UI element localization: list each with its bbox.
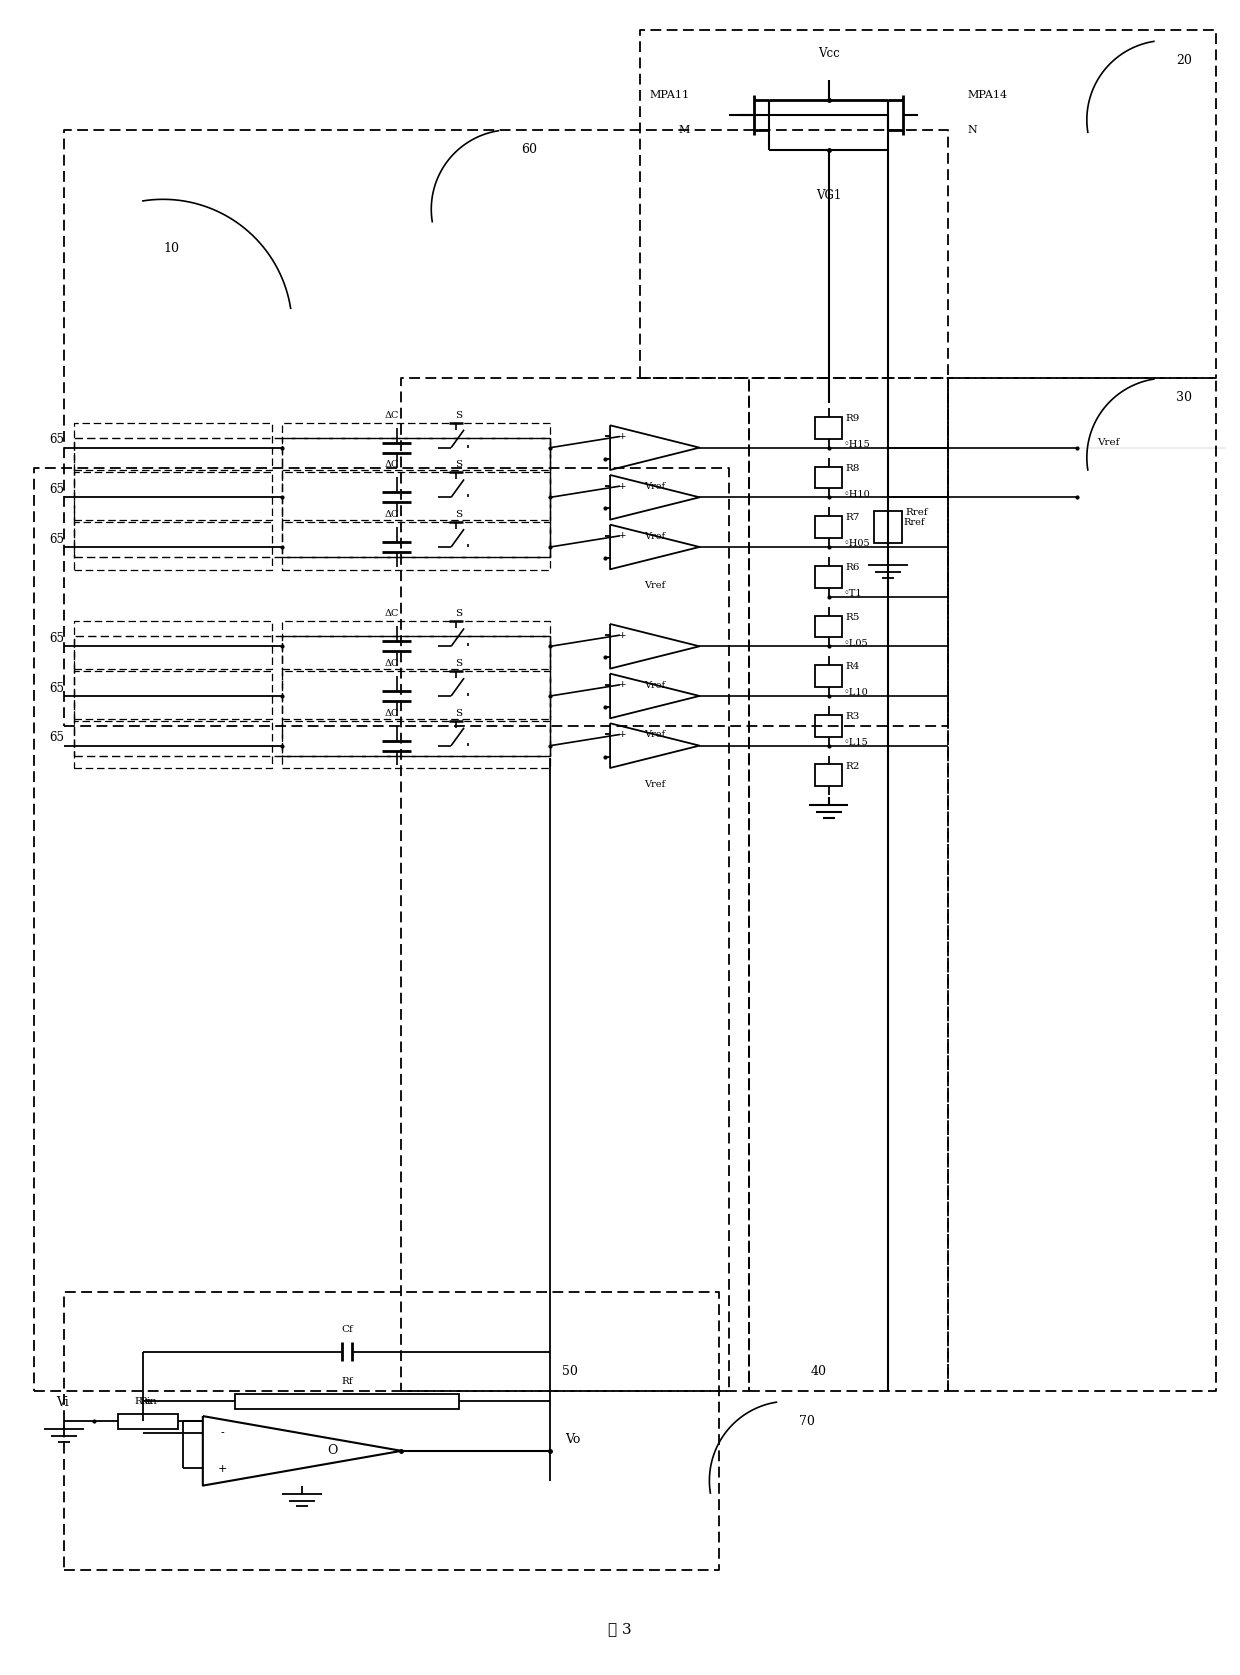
Bar bbox=[234, 1394, 459, 1409]
Text: ◦H05: ◦H05 bbox=[843, 539, 870, 548]
Text: ◦L10: ◦L10 bbox=[843, 688, 868, 697]
Text: ΔC: ΔC bbox=[384, 410, 399, 420]
Text: R6: R6 bbox=[846, 563, 859, 571]
Text: 65: 65 bbox=[48, 434, 63, 446]
Text: 30: 30 bbox=[1177, 392, 1192, 404]
Text: R2: R2 bbox=[846, 762, 859, 770]
Text: S: S bbox=[455, 511, 463, 519]
Text: +: + bbox=[619, 730, 626, 739]
Text: Vref: Vref bbox=[645, 680, 666, 690]
Text: Vi: Vi bbox=[56, 1397, 68, 1409]
Text: R7: R7 bbox=[846, 513, 859, 523]
Text: 图 3: 图 3 bbox=[608, 1623, 632, 1636]
Text: Vref: Vref bbox=[645, 730, 666, 739]
Text: ◦L05: ◦L05 bbox=[843, 638, 868, 648]
Bar bbox=[815, 715, 842, 737]
Bar bbox=[815, 467, 842, 489]
Text: MPA14: MPA14 bbox=[967, 90, 1008, 100]
Text: +: + bbox=[218, 1464, 227, 1474]
Text: Rref: Rref bbox=[903, 518, 925, 526]
Text: N: N bbox=[967, 126, 977, 134]
Text: ◦L15: ◦L15 bbox=[843, 739, 868, 747]
Text: 65: 65 bbox=[48, 631, 63, 645]
Text: ΔC: ΔC bbox=[384, 709, 399, 719]
Bar bbox=[815, 615, 842, 638]
Bar bbox=[815, 566, 842, 588]
Text: Vref: Vref bbox=[645, 581, 666, 590]
Bar bbox=[815, 516, 842, 538]
Text: +: + bbox=[619, 482, 626, 491]
Text: 70: 70 bbox=[799, 1415, 815, 1427]
Text: Rin: Rin bbox=[139, 1397, 157, 1405]
Bar bbox=[118, 1414, 179, 1429]
Text: Vref: Vref bbox=[645, 781, 666, 789]
Bar bbox=[874, 511, 901, 543]
Text: 10: 10 bbox=[164, 243, 179, 256]
Text: Rf: Rf bbox=[341, 1377, 352, 1385]
Text: ΔC: ΔC bbox=[384, 660, 399, 668]
Text: Cf: Cf bbox=[341, 1325, 352, 1333]
Text: R3: R3 bbox=[846, 712, 859, 720]
Text: Vref: Vref bbox=[1096, 439, 1120, 447]
Bar bbox=[815, 764, 842, 786]
Text: +: + bbox=[619, 531, 626, 541]
Text: Rref: Rref bbox=[905, 508, 928, 516]
Text: 40: 40 bbox=[811, 1365, 827, 1379]
Text: MPA11: MPA11 bbox=[650, 90, 689, 100]
Text: R4: R4 bbox=[846, 662, 859, 672]
Text: 60: 60 bbox=[521, 142, 537, 156]
Text: Rin: Rin bbox=[134, 1397, 153, 1405]
Text: S: S bbox=[455, 709, 463, 719]
Text: ΔC: ΔC bbox=[384, 511, 399, 519]
Text: 50: 50 bbox=[563, 1365, 578, 1379]
Text: O: O bbox=[327, 1444, 337, 1457]
Text: 65: 65 bbox=[48, 533, 63, 546]
Text: Vref: Vref bbox=[645, 531, 666, 541]
Text: S: S bbox=[455, 660, 463, 668]
Text: 65: 65 bbox=[48, 482, 63, 496]
Text: Vo: Vo bbox=[565, 1432, 580, 1446]
Text: ΔC: ΔC bbox=[384, 461, 399, 469]
Text: S: S bbox=[455, 410, 463, 420]
Text: 65: 65 bbox=[48, 682, 63, 695]
Text: R9: R9 bbox=[846, 414, 859, 422]
Text: +: + bbox=[619, 432, 626, 441]
Text: R8: R8 bbox=[846, 464, 859, 472]
Text: S: S bbox=[455, 461, 463, 469]
Text: -: - bbox=[221, 1429, 224, 1437]
Bar bbox=[815, 665, 842, 687]
Text: +: + bbox=[619, 680, 626, 690]
Text: ◦H15: ◦H15 bbox=[843, 441, 870, 449]
Text: Vcc: Vcc bbox=[817, 47, 839, 60]
Text: Vref: Vref bbox=[645, 482, 666, 491]
Text: ΔC: ΔC bbox=[384, 610, 399, 618]
Text: VG1: VG1 bbox=[816, 189, 841, 203]
Bar bbox=[815, 417, 842, 439]
Text: 65: 65 bbox=[48, 732, 63, 744]
Text: +: + bbox=[619, 630, 626, 640]
Text: M: M bbox=[678, 126, 689, 134]
Text: 20: 20 bbox=[1177, 54, 1192, 67]
Text: ◦T1: ◦T1 bbox=[843, 590, 862, 598]
Text: R5: R5 bbox=[846, 613, 859, 621]
Text: ◦H10: ◦H10 bbox=[843, 489, 870, 499]
Text: S: S bbox=[455, 610, 463, 618]
